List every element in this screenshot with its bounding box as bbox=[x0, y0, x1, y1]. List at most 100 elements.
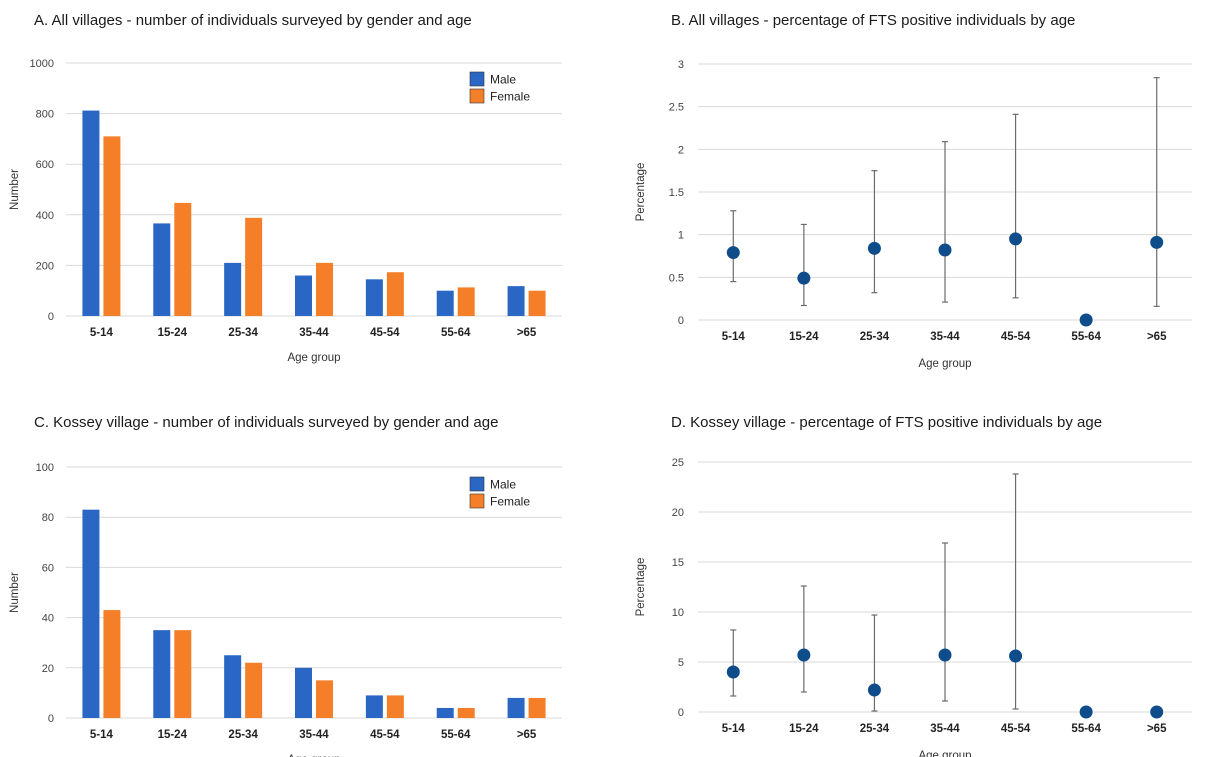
y-axis-label: Percentage bbox=[635, 163, 647, 222]
x-tick-label: 35-44 bbox=[930, 331, 960, 343]
y-tick-label: 10 bbox=[672, 607, 684, 619]
data-point bbox=[726, 665, 740, 679]
bar-female bbox=[103, 610, 121, 718]
bar-female bbox=[386, 272, 404, 316]
bar-female bbox=[457, 287, 475, 316]
legend-label: Male bbox=[490, 73, 516, 87]
chart-d-svg: 0 5 10 15 20 25 5-14 15-24 25-34 35-44 45-54 55-64 >… bbox=[635, 457, 1192, 757]
chart-title: B. All villages - percentage of FTS posi… bbox=[671, 12, 1076, 29]
y-tick-label: 0 bbox=[678, 707, 684, 719]
bar-male bbox=[436, 290, 454, 316]
x-tick-label: 5-14 bbox=[90, 729, 114, 741]
x-tick-label: 15-24 bbox=[789, 331, 819, 343]
x-axis-label: Age group bbox=[287, 352, 340, 364]
bar-male bbox=[224, 262, 242, 316]
x-tick-label: 15-24 bbox=[158, 327, 188, 339]
bar-female bbox=[174, 630, 192, 718]
bar-female bbox=[528, 290, 546, 316]
x-tick-label: 25-34 bbox=[228, 729, 258, 741]
x-tick-label: 15-24 bbox=[789, 723, 819, 735]
legend-swatch bbox=[469, 476, 485, 492]
x-tick-label: 15-24 bbox=[158, 729, 188, 741]
x-tick-label: 35-44 bbox=[299, 729, 329, 741]
legend-label: Female bbox=[490, 90, 530, 104]
bar-male bbox=[295, 667, 312, 718]
bar-female bbox=[457, 707, 475, 718]
y-tick-label: 0 bbox=[678, 315, 684, 327]
bar-female bbox=[386, 695, 404, 718]
x-tick-label: >65 bbox=[1147, 723, 1167, 735]
chart-title: C. Kossey village - number of individual… bbox=[34, 414, 499, 431]
y-tick-label: 0.5 bbox=[669, 272, 684, 284]
data-point bbox=[938, 648, 952, 662]
x-tick-label: >65 bbox=[517, 327, 537, 339]
data-point bbox=[797, 271, 811, 285]
x-axis-label: Age group bbox=[918, 358, 971, 370]
bar-male bbox=[224, 655, 242, 718]
x-axis-label: Age group bbox=[287, 754, 340, 757]
bar-female bbox=[245, 662, 263, 718]
y-axis-label: Number bbox=[9, 169, 21, 210]
bar-male bbox=[365, 279, 383, 316]
data-point bbox=[1009, 649, 1023, 663]
x-tick-label: 45-54 bbox=[1001, 723, 1031, 735]
chart-b-svg: 0 0.5 1 1.5 2 2.5 3 5-14 15-24 25-34 35-44 45-54 55-… bbox=[635, 59, 1192, 370]
legend-swatch bbox=[469, 493, 485, 509]
x-tick-label: 55-64 bbox=[1071, 723, 1101, 735]
data-point bbox=[1079, 705, 1093, 719]
y-tick-label: 20 bbox=[672, 507, 684, 519]
y-tick-label: 800 bbox=[36, 109, 54, 121]
y-tick-label: 3 bbox=[678, 59, 684, 71]
y-tick-label: 0 bbox=[48, 311, 54, 323]
x-tick-label: 25-34 bbox=[228, 327, 258, 339]
bar-male bbox=[507, 286, 525, 316]
bar-male bbox=[365, 695, 383, 718]
data-point bbox=[1079, 313, 1093, 327]
panel-d: D. Kossey village - percentage of FTS po… bbox=[600, 400, 1209, 757]
bar-female bbox=[103, 136, 121, 316]
x-tick-label: >65 bbox=[517, 729, 537, 741]
bar-male bbox=[82, 110, 100, 317]
panel-b: B. All villages - percentage of FTS posi… bbox=[600, 0, 1209, 380]
x-tick-label: >65 bbox=[1147, 331, 1167, 343]
data-point bbox=[867, 683, 881, 697]
legend-label: Female bbox=[490, 495, 530, 509]
chart-title: D. Kossey village - percentage of FTS po… bbox=[671, 414, 1103, 431]
y-tick-label: 100 bbox=[36, 462, 54, 474]
data-point bbox=[867, 241, 881, 255]
y-tick-label: 1.5 bbox=[669, 187, 684, 199]
bar-male bbox=[82, 509, 100, 718]
x-tick-label: 35-44 bbox=[299, 327, 329, 339]
x-tick-label: 5-14 bbox=[90, 327, 114, 339]
y-tick-label: 400 bbox=[36, 210, 54, 222]
y-tick-label: 15 bbox=[672, 557, 684, 569]
bar-male bbox=[295, 275, 312, 316]
bar-female bbox=[316, 680, 333, 718]
y-tick-label: 1000 bbox=[30, 58, 54, 70]
chart-title: A. All villages - number of individuals … bbox=[34, 12, 472, 29]
bar-male bbox=[436, 707, 454, 718]
x-tick-label: 25-34 bbox=[860, 723, 890, 735]
y-tick-label: 40 bbox=[42, 613, 54, 625]
data-point bbox=[797, 648, 811, 662]
x-tick-label: 45-54 bbox=[370, 327, 400, 339]
y-tick-label: 5 bbox=[678, 657, 684, 669]
y-tick-label: 80 bbox=[42, 512, 54, 524]
bar-male bbox=[153, 223, 171, 316]
bar-male bbox=[507, 697, 525, 718]
bar-female bbox=[245, 217, 263, 316]
y-tick-label: 25 bbox=[672, 457, 684, 469]
x-axis-label: Age group bbox=[918, 750, 971, 757]
y-tick-label: 2.5 bbox=[669, 102, 684, 114]
panel-c: C. Kossey village - number of individual… bbox=[0, 400, 600, 757]
panel-a: A. All villages - number of individuals … bbox=[0, 0, 600, 380]
y-tick-label: 2 bbox=[678, 144, 684, 156]
y-tick-label: 60 bbox=[42, 562, 54, 574]
x-tick-label: 5-14 bbox=[722, 723, 746, 735]
data-point bbox=[938, 243, 952, 257]
x-tick-label: 55-64 bbox=[441, 327, 471, 339]
data-point bbox=[1150, 705, 1164, 719]
legend-swatch bbox=[469, 88, 485, 104]
y-axis-label: Percentage bbox=[635, 558, 647, 617]
legend-label: Male bbox=[490, 478, 516, 492]
